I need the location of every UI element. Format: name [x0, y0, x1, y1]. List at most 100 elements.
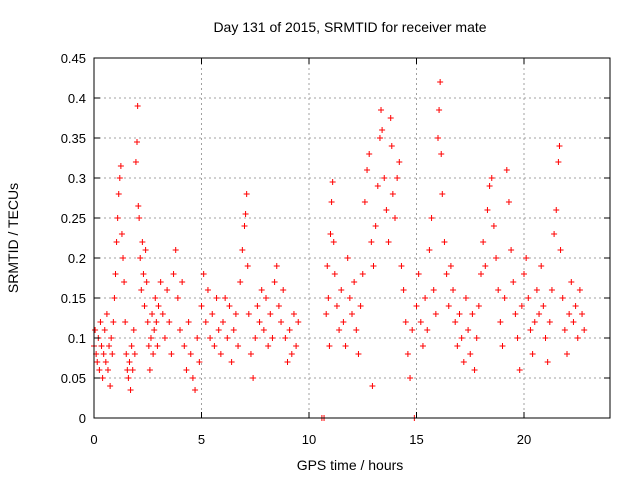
x-tick-label: 10 [302, 432, 316, 447]
data-point [122, 319, 129, 325]
data-point [553, 207, 560, 213]
data-point [140, 271, 147, 277]
data-point [142, 247, 149, 253]
data-point [381, 175, 388, 181]
data-point [361, 199, 368, 205]
data-point [510, 279, 517, 285]
data-point [359, 271, 366, 277]
data-point [419, 343, 426, 349]
data-point [290, 311, 297, 317]
data-point [198, 303, 205, 309]
data-point [325, 295, 332, 301]
data-point [422, 295, 429, 301]
data-point [267, 311, 274, 317]
data-point [441, 239, 448, 245]
data-point [282, 335, 289, 341]
data-point [351, 279, 358, 285]
data-points [91, 79, 588, 421]
data-point [531, 319, 538, 325]
data-point [505, 199, 512, 205]
data-point [409, 327, 416, 333]
chart-title: Day 131 of 2015, SRMTID for receiver mat… [213, 19, 486, 35]
x-tick-label: 20 [517, 432, 531, 447]
data-point [130, 327, 137, 333]
data-point [439, 191, 446, 197]
data-point [118, 231, 125, 237]
data-point [111, 295, 118, 301]
data-point [232, 311, 239, 317]
data-point [518, 303, 525, 309]
data-point [458, 335, 465, 341]
data-point [139, 239, 146, 245]
y-tick-label: 0.45 [61, 51, 86, 66]
data-point [258, 287, 265, 293]
data-point [551, 231, 558, 237]
data-point [331, 271, 338, 277]
data-point [407, 375, 414, 381]
data-point [538, 263, 545, 269]
data-point [482, 263, 489, 269]
plot-frame [93, 57, 611, 419]
data-point [115, 191, 122, 197]
data-point [196, 359, 203, 365]
data-point [211, 343, 218, 349]
data-point [94, 359, 101, 365]
data-point [533, 287, 540, 293]
data-point [263, 295, 269, 301]
data-point [493, 255, 500, 261]
data-point [557, 247, 564, 253]
data-point [151, 327, 158, 333]
data-point [129, 367, 136, 373]
data-point [194, 335, 201, 341]
data-point [230, 327, 237, 333]
data-point [132, 159, 139, 165]
data-point [450, 287, 457, 293]
data-point [144, 319, 151, 325]
data-point [269, 335, 276, 341]
data-point [202, 319, 209, 325]
data-point [134, 103, 141, 109]
data-point [473, 335, 480, 341]
data-point [124, 367, 131, 373]
data-point [204, 287, 211, 293]
data-point [379, 127, 386, 133]
data-point [92, 327, 99, 333]
data-point [355, 351, 362, 357]
data-point [349, 311, 355, 317]
data-point [443, 271, 450, 277]
grid [94, 58, 610, 418]
data-point [243, 191, 250, 197]
data-point [398, 263, 405, 269]
data-point [260, 327, 267, 333]
data-point [161, 335, 168, 341]
data-point [366, 151, 373, 157]
data-point [462, 295, 469, 301]
data-point [152, 295, 159, 301]
data-point [388, 143, 395, 149]
data-point [280, 287, 287, 293]
data-point [123, 351, 130, 357]
data-point [120, 255, 127, 261]
y-tick-label: 0.2 [68, 251, 86, 266]
data-point [228, 359, 235, 365]
data-point [168, 351, 175, 357]
data-point [141, 303, 148, 309]
data-point [327, 231, 334, 237]
data-point [235, 343, 242, 349]
data-point [527, 327, 534, 333]
data-point [555, 159, 562, 165]
x-axis-label: GPS time / hours [297, 457, 404, 473]
data-point [155, 303, 162, 309]
data-point [220, 319, 226, 325]
data-point [286, 327, 293, 333]
data-point [424, 327, 431, 333]
data-point [385, 239, 392, 245]
data-point [456, 311, 463, 317]
data-point [561, 327, 568, 333]
data-point [174, 295, 181, 301]
data-point [101, 327, 108, 333]
data-point [428, 215, 435, 221]
data-point [121, 279, 128, 285]
data-point [392, 215, 398, 221]
data-point [224, 335, 231, 341]
